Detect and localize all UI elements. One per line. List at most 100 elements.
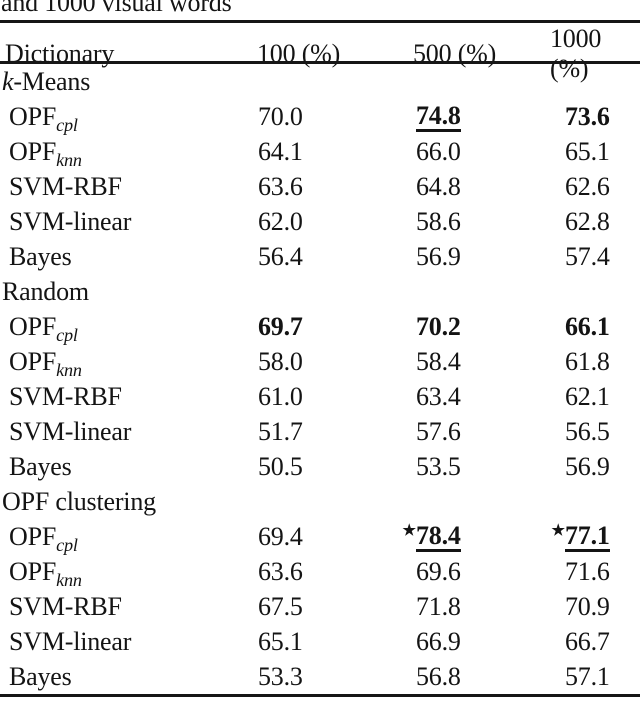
- table-row-random-svm-rbf: SVM-RBF 61.0 63.4 62.1: [0, 379, 640, 414]
- row-label-base: OPF: [9, 346, 57, 376]
- cell-500: 53.5: [416, 451, 461, 481]
- cell-100: 70.0: [258, 101, 303, 131]
- row-label: SVM-RBF: [9, 381, 122, 411]
- cell-100: 63.6: [258, 171, 303, 201]
- section-title: Random: [2, 276, 89, 306]
- section-title-italic-part: k: [2, 66, 14, 96]
- table-row-random-bayes: Bayes 50.5 53.5 56.9: [0, 449, 640, 484]
- table-row-random-svm-linear: SVM-linear 51.7 57.6 56.5: [0, 414, 640, 449]
- table-body: k-Means OPFcpl 70.0 74.8 73.6 OPFknn 64.…: [0, 64, 640, 694]
- cell-100: 63.6: [258, 556, 303, 586]
- cell-500: 66.9: [416, 626, 461, 656]
- cell-1000: 57.1: [565, 661, 610, 691]
- row-label: SVM-linear: [9, 626, 132, 656]
- row-label: OPFknn: [0, 136, 250, 170]
- table-row-kmeans-opf-cpl: OPFcpl 70.0 74.8 73.6: [0, 99, 640, 134]
- section-header-random: Random: [0, 274, 640, 309]
- cell-500: 66.0: [416, 136, 461, 166]
- cell-100: 67.5: [258, 591, 303, 621]
- cell-500: 58.4: [416, 346, 461, 376]
- table-row-opfclust-svm-linear: SVM-linear 65.1 66.9 66.7: [0, 624, 640, 659]
- cell-1000: 62.6: [565, 171, 610, 201]
- cell-500: 70.2: [416, 311, 461, 341]
- header-col-1000: 1000 (%): [550, 24, 602, 83]
- table-row-opfclust-svm-rbf: SVM-RBF 67.5 71.8 70.9: [0, 589, 640, 624]
- table-bottom-rule: [0, 694, 640, 697]
- cell-500: 69.6: [416, 556, 461, 586]
- cell-500: 57.6: [416, 416, 461, 446]
- cell-100: 69.7: [258, 311, 303, 341]
- row-label: OPFknn: [0, 556, 250, 590]
- row-label-subscript: knn: [56, 569, 82, 590]
- table-row-opfclust-opf-knn: OPFknn 63.6 69.6 71.6: [0, 554, 640, 589]
- row-label-subscript: cpl: [56, 324, 78, 345]
- row-label: SVM-linear: [9, 416, 132, 446]
- cell-500: 74.8: [407, 101, 545, 133]
- cell-1000: ★ 77.1: [545, 521, 640, 553]
- cell-1000: 70.9: [565, 591, 610, 621]
- cell-1000: 71.6: [565, 556, 610, 586]
- cell-1000: 62.8: [565, 206, 610, 236]
- cell-100: 65.1: [258, 626, 303, 656]
- table-row-opfclust-opf-cpl: OPFcpl 69.4 ★ 78.4 ★ 77.1: [0, 519, 640, 554]
- table-row-kmeans-svm-rbf: SVM-RBF 63.6 64.8 62.6: [0, 169, 640, 204]
- cell-500: 63.4: [416, 381, 461, 411]
- cell-100: 56.4: [258, 241, 303, 271]
- cell-500: 56.9: [416, 241, 461, 271]
- cell-500: 71.8: [416, 591, 461, 621]
- star-icon: ★: [402, 522, 416, 539]
- cell-500: 58.6: [416, 206, 461, 236]
- cell-100: 69.4: [258, 521, 303, 551]
- cell-100: 51.7: [258, 416, 303, 446]
- row-label: OPFcpl: [0, 521, 250, 555]
- cell-100: 61.0: [258, 381, 303, 411]
- row-label: OPFknn: [0, 346, 250, 380]
- row-label-subscript: cpl: [56, 534, 78, 555]
- row-label: Bayes: [9, 661, 72, 691]
- table-header-row: Dictionary 100 (%) 500 (%) 1000 (%): [0, 24, 640, 83]
- table-row-kmeans-bayes: Bayes 56.4 56.9 57.4: [0, 239, 640, 274]
- table-row-kmeans-svm-linear: SVM-linear 62.0 58.6 62.8: [0, 204, 640, 239]
- cell-500: ★ 78.4: [403, 521, 545, 553]
- row-label-subscript: cpl: [56, 114, 78, 135]
- cell-1000: 62.1: [565, 381, 610, 411]
- cell-500: 64.8: [416, 171, 461, 201]
- section-title: OPF clustering: [2, 486, 156, 516]
- cell-500: 56.8: [416, 661, 461, 691]
- row-label-subscript: knn: [56, 149, 82, 170]
- cell-1000: 65.1: [565, 136, 610, 166]
- table-row-kmeans-opf-knn: OPFknn 64.1 66.0 65.1: [0, 134, 640, 169]
- table-row-random-opf-knn: OPFknn 58.0 58.4 61.8: [0, 344, 640, 379]
- cell-1000: 56.5: [565, 416, 610, 446]
- row-label: SVM-linear: [9, 206, 132, 236]
- cell-100: 53.3: [258, 661, 303, 691]
- star-icon: ★: [551, 522, 565, 539]
- row-label-base: OPF: [9, 136, 57, 166]
- table-row-random-opf-cpl: OPFcpl 69.7 70.2 66.1: [0, 309, 640, 344]
- row-label-base: OPF: [9, 101, 57, 131]
- section-header-opf-clustering: OPF clustering: [0, 484, 640, 519]
- table-row-opfclust-bayes: Bayes 53.3 56.8 57.1: [0, 659, 640, 694]
- cell-1000: 56.9: [565, 451, 610, 481]
- table-top-rule: [0, 20, 640, 23]
- row-label: SVM-RBF: [9, 171, 122, 201]
- row-label-base: OPF: [9, 556, 57, 586]
- row-label: OPFcpl: [0, 311, 250, 345]
- row-label: SVM-RBF: [9, 591, 122, 621]
- row-label: OPFcpl: [0, 101, 250, 135]
- table-caption-partial: and 1000 visual words: [1, 0, 232, 17]
- cell-1000: 73.6: [565, 101, 610, 131]
- row-label: Bayes: [9, 451, 72, 481]
- cell-100: 58.0: [258, 346, 303, 376]
- cell-1000: 61.8: [565, 346, 610, 376]
- cell-1000: 57.4: [565, 241, 610, 271]
- section-title-rest: -Means: [13, 66, 91, 96]
- row-label-base: OPF: [9, 521, 57, 551]
- cell-100: 62.0: [258, 206, 303, 236]
- row-label-base: OPF: [9, 311, 57, 341]
- table-header-rule: [0, 61, 640, 64]
- row-label-subscript: knn: [56, 359, 82, 380]
- row-label: Bayes: [9, 241, 72, 271]
- cell-100: 50.5: [258, 451, 303, 481]
- cell-1000: 66.7: [565, 626, 610, 656]
